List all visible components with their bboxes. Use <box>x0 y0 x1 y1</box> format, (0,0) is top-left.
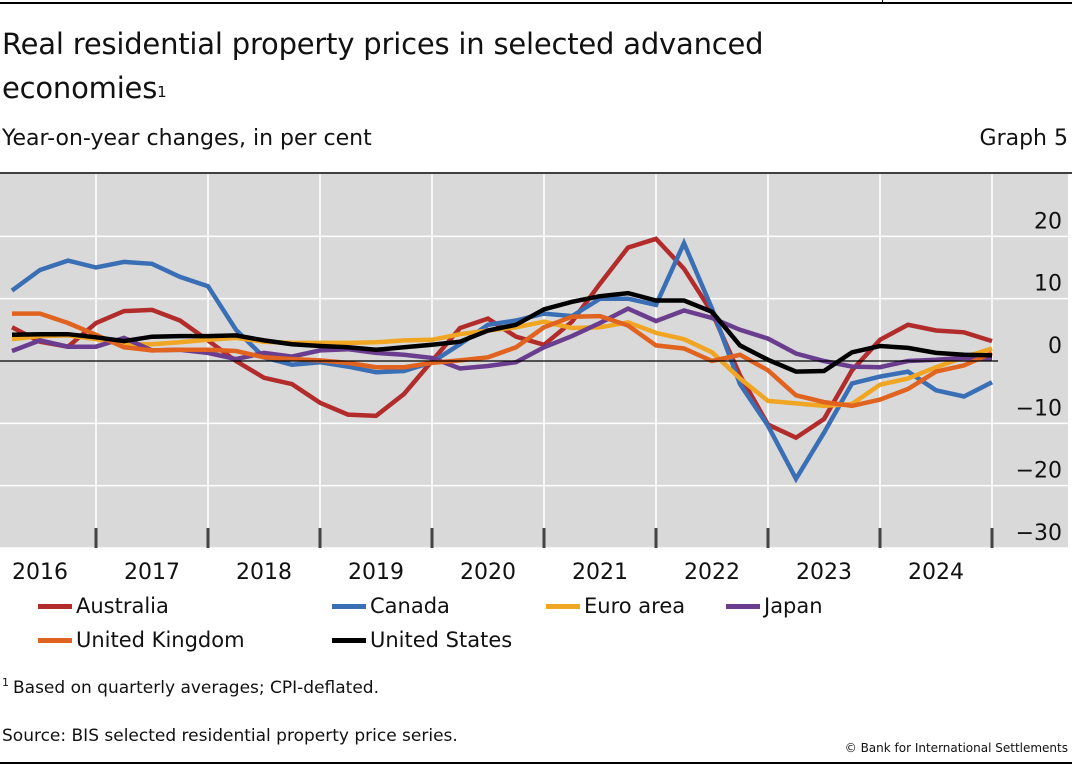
y-tick-label: −30 <box>1016 521 1062 546</box>
legend-swatch <box>332 637 366 643</box>
y-tick-label: 0 <box>1048 334 1062 359</box>
y-tick-label: 10 <box>1034 272 1062 297</box>
legend-item-united-kingdom: United Kingdom <box>38 628 245 652</box>
legend-item-japan: Japan <box>726 594 823 618</box>
top-rule-tick <box>882 0 883 4</box>
copyright: © Bank for International Settlements <box>844 741 1068 755</box>
legend-swatch <box>38 603 72 609</box>
x-tick-label: 2018 <box>236 560 292 585</box>
legend-label: Euro area <box>584 594 686 618</box>
series-line-united-kingdom <box>12 311 993 409</box>
legend-label: Canada <box>370 594 450 618</box>
legend-label: Australia <box>76 594 169 618</box>
x-tick-label: 2016 <box>12 560 68 585</box>
x-tick-label: 2017 <box>124 560 180 585</box>
legend-swatch <box>332 603 366 609</box>
line-chart: 20 10 0 −10 −20 −30 2016 2017 2018 2019 2020 2021 20… <box>0 172 1072 585</box>
footnote-marker: 1 <box>2 676 9 689</box>
footnote: 1 Based on quarterly averages; CPI-deflat… <box>2 676 379 698</box>
chart-title: Real residential property prices in sele… <box>2 22 902 110</box>
chart-subtitle: Year-on-year changes, in per cent <box>2 126 372 151</box>
x-tick-label: 2021 <box>572 560 628 585</box>
legend-item-australia: Australia <box>38 594 169 618</box>
legend-swatch <box>38 637 72 643</box>
x-tick-label: 2023 <box>796 560 852 585</box>
legend-swatch <box>546 603 580 609</box>
y-tick-label: −20 <box>1016 459 1062 484</box>
series-line-united-states <box>11 290 993 374</box>
y-tick-label: 20 <box>1034 209 1062 234</box>
x-tick-label: 2022 <box>684 560 740 585</box>
source-note: Source: BIS selected residential propert… <box>2 726 458 746</box>
title-footnote-marker: 1 <box>157 83 167 101</box>
legend-item-euro-area: Euro area <box>546 594 685 618</box>
footnote-text: Based on quarterly averages; CPI-deflate… <box>13 678 379 698</box>
legend-label: United States <box>370 628 513 652</box>
x-tick-label: 2020 <box>460 560 516 585</box>
chart-title-text: Real residential property prices in sele… <box>2 27 764 105</box>
x-tick-label: 2024 <box>908 560 964 585</box>
legend-label: United Kingdom <box>76 628 245 652</box>
legend-swatch <box>726 603 760 609</box>
series-line-canada <box>10 237 994 484</box>
legend-item-united-states: United States <box>332 628 512 652</box>
bottom-rule <box>0 762 1072 764</box>
graph-number: Graph 5 <box>979 126 1068 151</box>
top-rule <box>0 2 1072 4</box>
legend-label: Japan <box>764 594 823 618</box>
legend-item-canada: Canada <box>332 594 450 618</box>
y-tick-label: −10 <box>1016 396 1062 421</box>
x-tick-label: 2019 <box>348 560 404 585</box>
